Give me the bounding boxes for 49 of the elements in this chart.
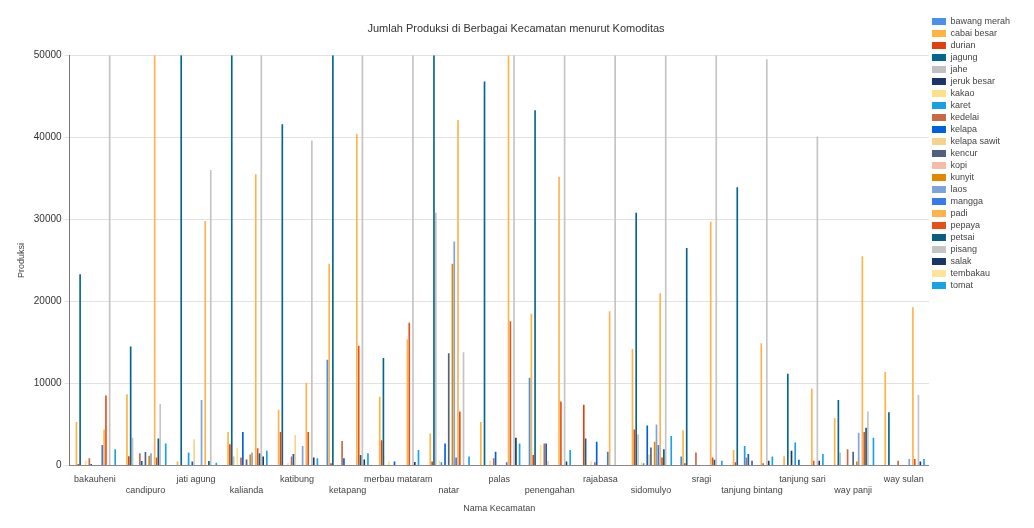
y-tick-label: 20000 (33, 295, 63, 307)
x-tick-label: sragi (691, 474, 712, 485)
legend-label: petsai (950, 231, 975, 242)
x-axis-title: Nama Kecamatan (463, 503, 536, 514)
legend-label: tomat (950, 279, 974, 290)
x-tick-label: tanjung sari (779, 474, 826, 485)
legend-label: jagung (949, 51, 978, 62)
x-tick-label: penengahan (524, 485, 575, 496)
x-tick-label: bakauheni (74, 474, 116, 485)
legend-label: salak (950, 255, 972, 266)
x-tick-label: jati agung (175, 474, 216, 485)
x-tick-label: palas (488, 474, 511, 485)
legend-label: kakao (950, 87, 975, 98)
y-axis-title: Produksi (15, 242, 26, 278)
y-tick-label: 10000 (33, 377, 63, 389)
legend-label: jeruk besar (949, 75, 995, 86)
x-tick-label: ketapang (329, 485, 367, 496)
x-tick-label: way panji (833, 485, 872, 496)
legend-label: karet (950, 99, 971, 110)
x-tick-label: tanjung bintang (721, 485, 783, 496)
legend-label: pepaya (950, 219, 980, 230)
legend-label: cabai besar (950, 27, 997, 38)
y-tick-label: 30000 (33, 213, 63, 225)
legend-label: kencur (950, 147, 978, 158)
legend-label: tembakau (950, 267, 990, 278)
legend-label: kelapa sawit (950, 135, 1001, 146)
legend-label: bawang merah (950, 15, 1011, 26)
x-tick-label: sidomulyo (630, 485, 672, 496)
legend-label: mangga (950, 195, 983, 206)
x-tick-label: way sulan (882, 474, 924, 485)
x-tick-label: natar (438, 485, 459, 496)
legend-label: pisang (950, 243, 977, 254)
legend-label: padi (950, 207, 968, 218)
chart-title: Jumlah Produksi di Berbagai Kecamatan menurut Komoditas (367, 21, 666, 34)
legend-label: kopi (950, 159, 967, 170)
x-tick-label: merbau mataram (363, 474, 433, 485)
legend-label: durian (950, 39, 976, 50)
y-tick-label: 0 (56, 459, 63, 471)
y-tick-label: 40000 (33, 131, 63, 143)
legend-label: kunyit (950, 171, 975, 182)
y-tick-label: 50000 (33, 48, 63, 60)
x-tick-label: candipuro (125, 485, 166, 496)
legend-label: kelapa (950, 123, 977, 134)
x-tick-label: kalianda (229, 485, 264, 496)
legend-label: laos (950, 183, 968, 194)
x-tick-label: rajabasa (583, 474, 618, 485)
x-tick-label: katibung (280, 474, 315, 485)
legend-label: jahe (949, 63, 968, 74)
legend-label: kedelai (950, 111, 979, 122)
